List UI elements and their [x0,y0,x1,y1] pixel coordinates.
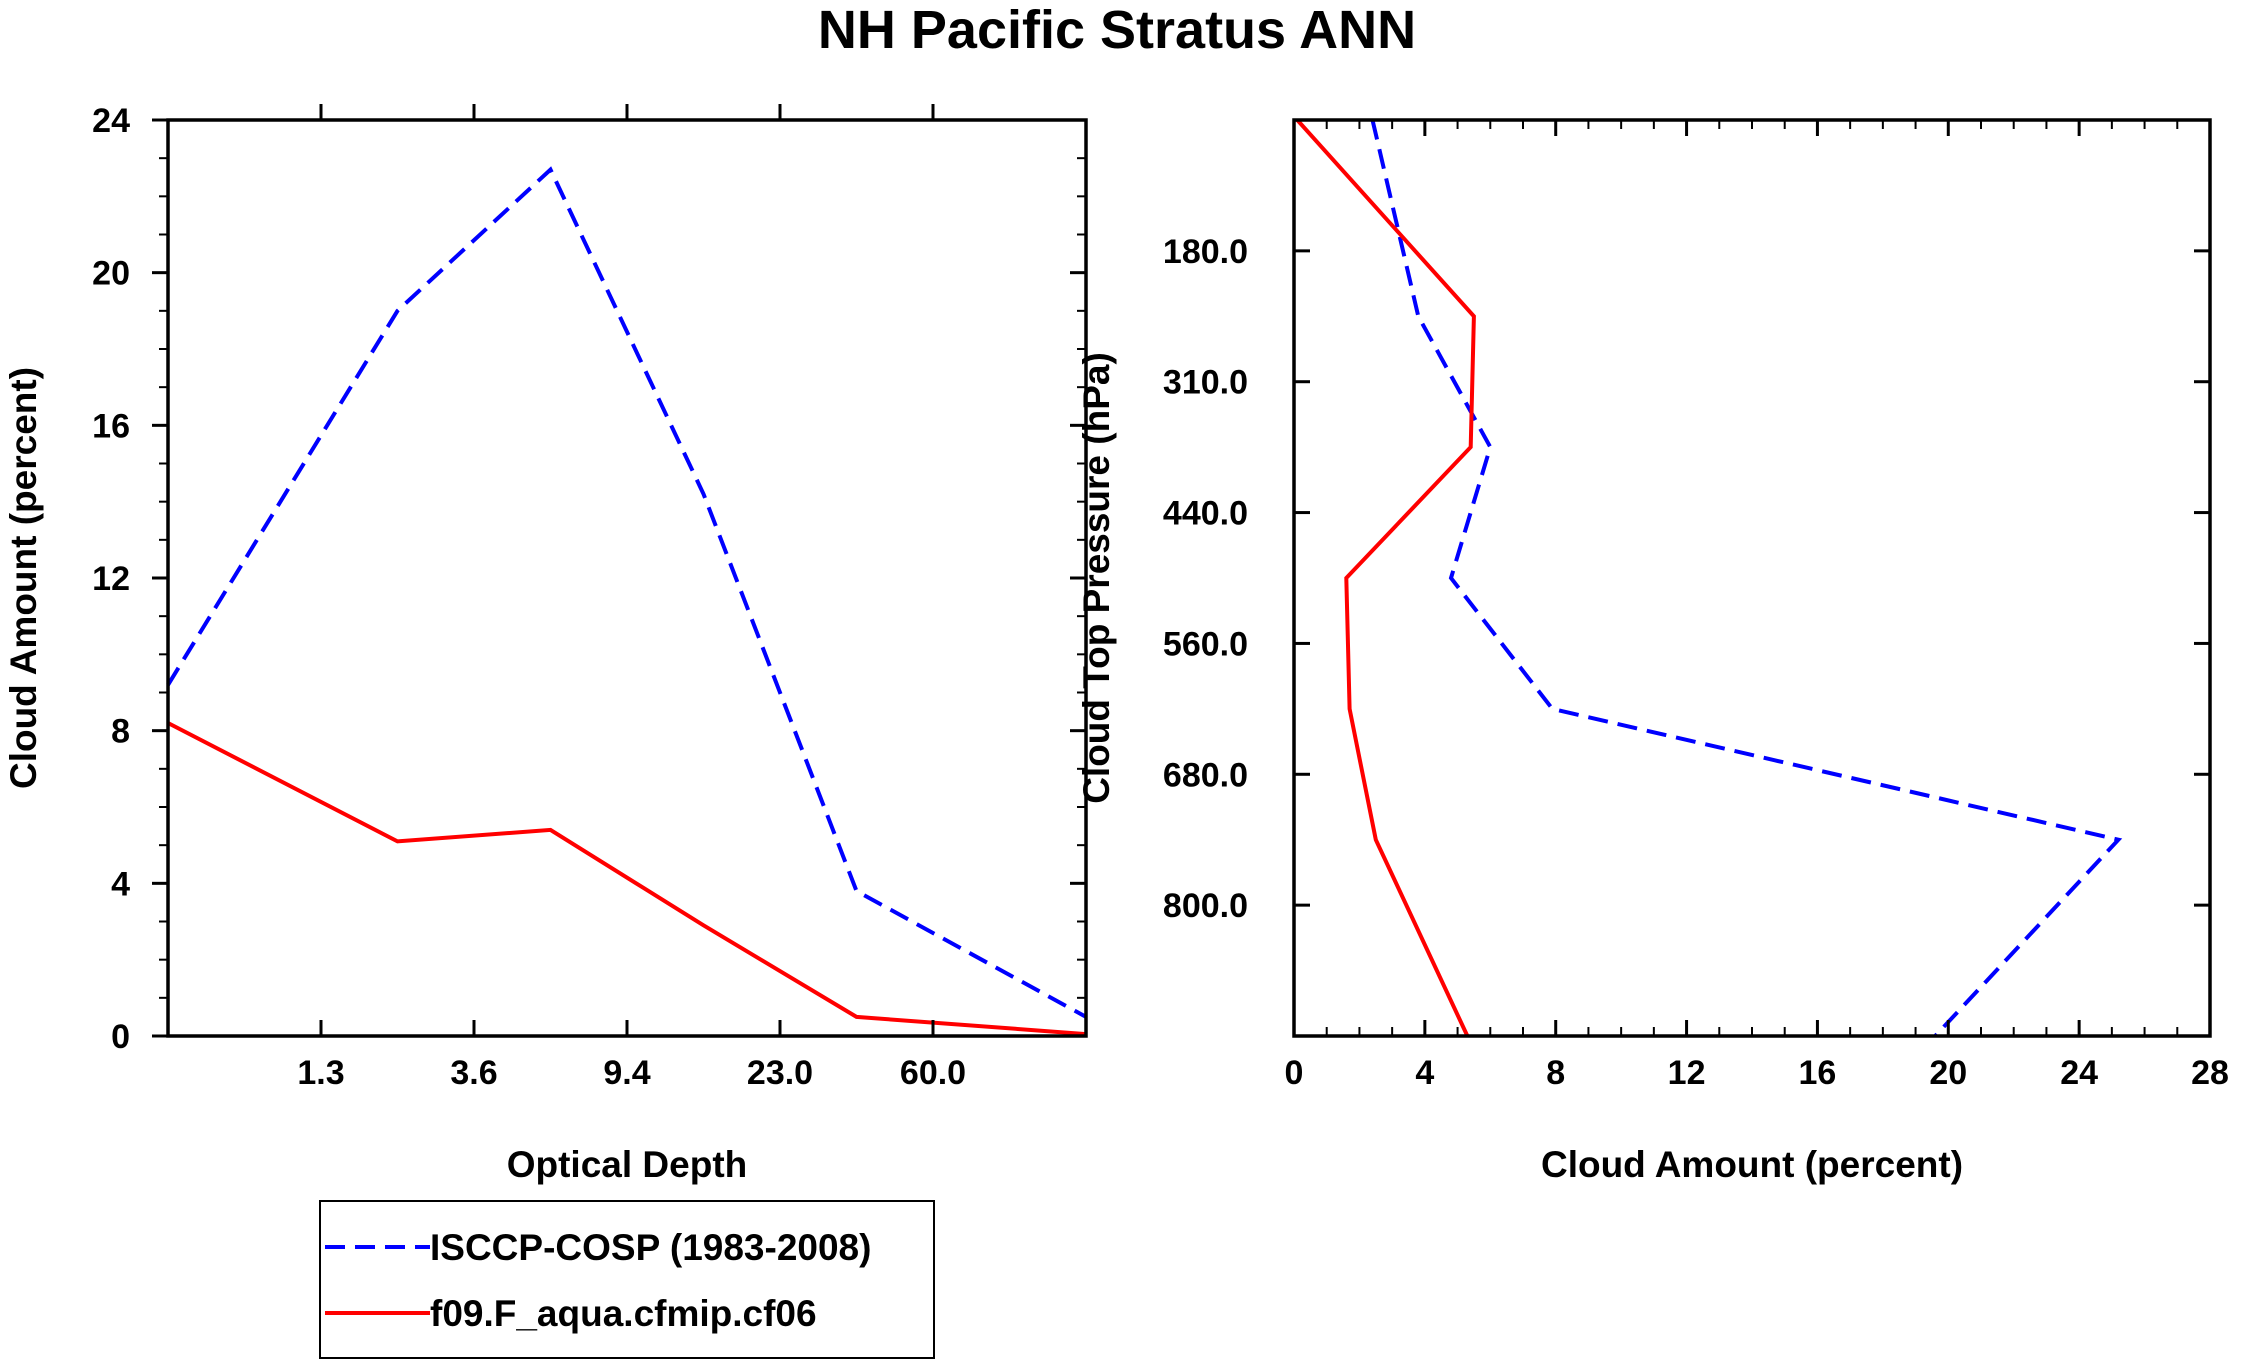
right-x-axis-label: Cloud Amount (percent) [1541,1144,1963,1185]
left-series-isccp-line [166,166,1087,1019]
left-series-model-line [167,721,1087,1037]
right-y-tick-label: 680.0 [1163,756,1248,794]
right-y-axis-label: Cloud Top Pressure (hPa) [1076,352,1117,804]
left-x-tick-label: 3.6 [450,1054,497,1092]
left-x-tick-label: 1.3 [297,1054,344,1092]
left-y-tick-label: 12 [92,560,130,598]
right-x-tick-label: 4 [1415,1054,1434,1092]
left-y-tick-label: 20 [92,255,130,293]
right-x-tick-label: 0 [1285,1054,1304,1092]
legend: ISCCP-COSP (1983-2008) f09.F_aqua.cfmip.… [319,1200,935,1359]
figure-title: NH Pacific Stratus ANN [818,0,1416,60]
left-y-tick-label: 16 [92,407,130,445]
legend-label-model: f09.F_aqua.cfmip.cf06 [430,1293,817,1334]
right-x-tick-label: 8 [1546,1054,1565,1092]
right-y-tick-label: 560.0 [1163,625,1248,663]
right-plot-area [1295,118,2123,1038]
right-panel-cloud-top-pressure: 0 4 8 12 16 20 24 28 180.0 310.0 440.0 560.0 680.0 80… [1076,118,2229,1185]
right-y-tick-label: 800.0 [1163,887,1248,925]
right-y-tick-label: 180.0 [1163,233,1248,271]
left-y-tick-label: 4 [111,865,130,903]
left-y-tick-label: 8 [111,713,130,751]
right-series-isccp-line [1370,119,2123,1038]
left-y-tick-label: 24 [92,102,130,140]
right-series-model-line [1295,118,1476,1037]
left-x-tick-label: 60.0 [900,1054,966,1092]
left-y-tick-label: 0 [111,1018,130,1056]
right-axis-ticks: 0 4 8 12 16 20 24 28 180.0 310.0 440.0 560.0 680.0 80… [1163,120,2229,1092]
right-x-tick-label: 16 [1799,1054,1837,1092]
right-plot-frame [1292,118,2212,1038]
left-plot-frame [166,118,1088,1038]
right-x-tick-label: 24 [2060,1054,2098,1092]
right-y-tick-label: 440.0 [1163,495,1248,533]
left-x-axis-label: Optical Depth [507,1144,748,1185]
legend-box [319,1200,935,1359]
legend-label-isccp: ISCCP-COSP (1983-2008) [430,1227,871,1268]
left-panel-optical-depth: 1.3 3.6 9.4 23.0 60.0 0 4 8 12 16 20 24 Optical Dep… [3,102,1088,1185]
left-plot-area [166,166,1087,1037]
right-x-tick-label: 28 [2191,1054,2229,1092]
right-y-tick-label: 310.0 [1163,364,1248,402]
left-x-tick-label: 23.0 [747,1054,813,1092]
left-y-axis-label: Cloud Amount (percent) [3,367,44,789]
right-x-tick-label: 12 [1668,1054,1706,1092]
left-x-tick-label: 9.4 [603,1054,650,1092]
left-axis-ticks: 1.3 3.6 9.4 23.0 60.0 0 4 8 12 16 20 24 [92,102,1086,1092]
right-x-tick-label: 20 [1929,1054,1967,1092]
